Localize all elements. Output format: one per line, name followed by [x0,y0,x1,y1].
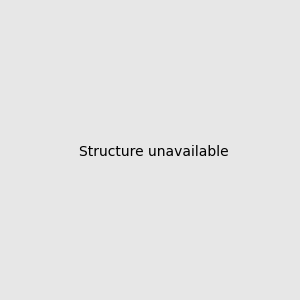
Text: Structure unavailable: Structure unavailable [79,145,229,158]
